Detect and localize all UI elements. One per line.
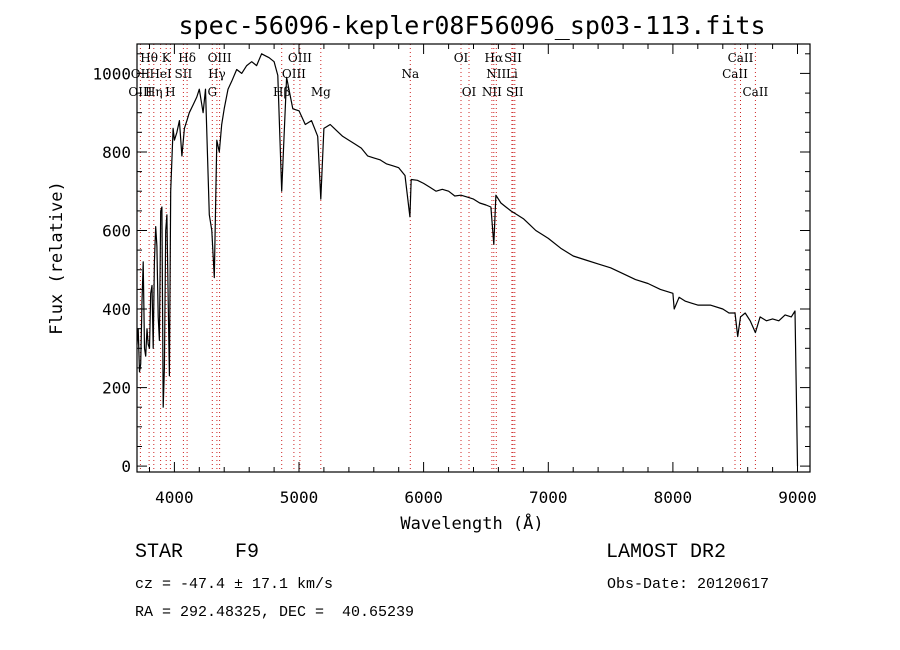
line-label: OIII bbox=[128, 85, 152, 99]
y-tick-label: 800 bbox=[102, 143, 131, 162]
x-tick-label: 8000 bbox=[654, 488, 693, 507]
x-tick-label: 5000 bbox=[280, 488, 319, 507]
line-label: Hδ bbox=[178, 51, 196, 65]
line-label: CaII bbox=[728, 51, 754, 65]
spectral-line-markers bbox=[139, 44, 756, 472]
line-label: OI bbox=[454, 51, 469, 65]
line-label: K bbox=[162, 51, 172, 65]
x-tick-label: 7000 bbox=[529, 488, 568, 507]
subclass-label: F9 bbox=[235, 541, 260, 564]
x-tick-label: 6000 bbox=[404, 488, 443, 507]
y-tick-label: 1000 bbox=[92, 64, 131, 83]
line-label: CaII bbox=[742, 85, 768, 99]
spectrum-line bbox=[136, 53, 799, 467]
line-label: Hθ bbox=[140, 51, 158, 65]
line-label: OIII bbox=[288, 51, 312, 65]
line-label: CaII bbox=[722, 67, 748, 81]
chart-title: spec-56096-kepler08F56096_sp03-113.fits bbox=[179, 11, 766, 40]
line-label: HeI bbox=[149, 67, 172, 81]
y-tick-label: 400 bbox=[102, 300, 131, 319]
line-label: H bbox=[165, 85, 175, 99]
y-axis-ticks: 0 200 400 600 800 1000 bbox=[92, 53, 810, 476]
obs-date: Obs-Date: 20120617 bbox=[607, 576, 770, 593]
line-label: SII bbox=[504, 51, 522, 65]
line-label: G bbox=[208, 85, 218, 99]
y-tick-label: 0 bbox=[121, 457, 131, 476]
plot-frame bbox=[136, 43, 811, 473]
line-label: OIII bbox=[282, 67, 306, 81]
line-label: NII bbox=[486, 67, 506, 81]
line-label: OII bbox=[131, 67, 151, 81]
line-label: Mg bbox=[311, 85, 331, 99]
line-label: NII bbox=[482, 85, 502, 99]
y-tick-label: 200 bbox=[102, 379, 131, 398]
x-axis-ticks: 4000 5000 6000 7000 8000 9000 bbox=[149, 44, 817, 507]
line-label: Hγ bbox=[208, 67, 226, 81]
line-label: SII bbox=[175, 67, 193, 81]
coordinates: RA = 292.48325, DEC = 40.65239 bbox=[135, 604, 415, 621]
line-label: SII bbox=[506, 85, 524, 99]
y-tick-label: 600 bbox=[102, 222, 131, 241]
y-axis-label: Flux (relative) bbox=[47, 181, 67, 335]
line-label: OIII bbox=[208, 51, 232, 65]
line-label: Na bbox=[401, 67, 419, 81]
x-axis-label: Wavelength (Å) bbox=[400, 512, 543, 534]
line-label: Hβ bbox=[273, 85, 290, 99]
line-label: Li bbox=[506, 67, 518, 81]
survey-label: LAMOST DR2 bbox=[606, 541, 727, 564]
line-label: Hα bbox=[485, 51, 504, 65]
line-label: Hη bbox=[145, 85, 163, 99]
x-tick-label: 9000 bbox=[778, 488, 817, 507]
line-label: OI bbox=[462, 85, 477, 99]
x-tick-label: 4000 bbox=[155, 488, 194, 507]
redshift-cz: cz = -47.4 ± 17.1 km/s bbox=[135, 576, 334, 593]
class-label: STAR bbox=[135, 541, 184, 564]
